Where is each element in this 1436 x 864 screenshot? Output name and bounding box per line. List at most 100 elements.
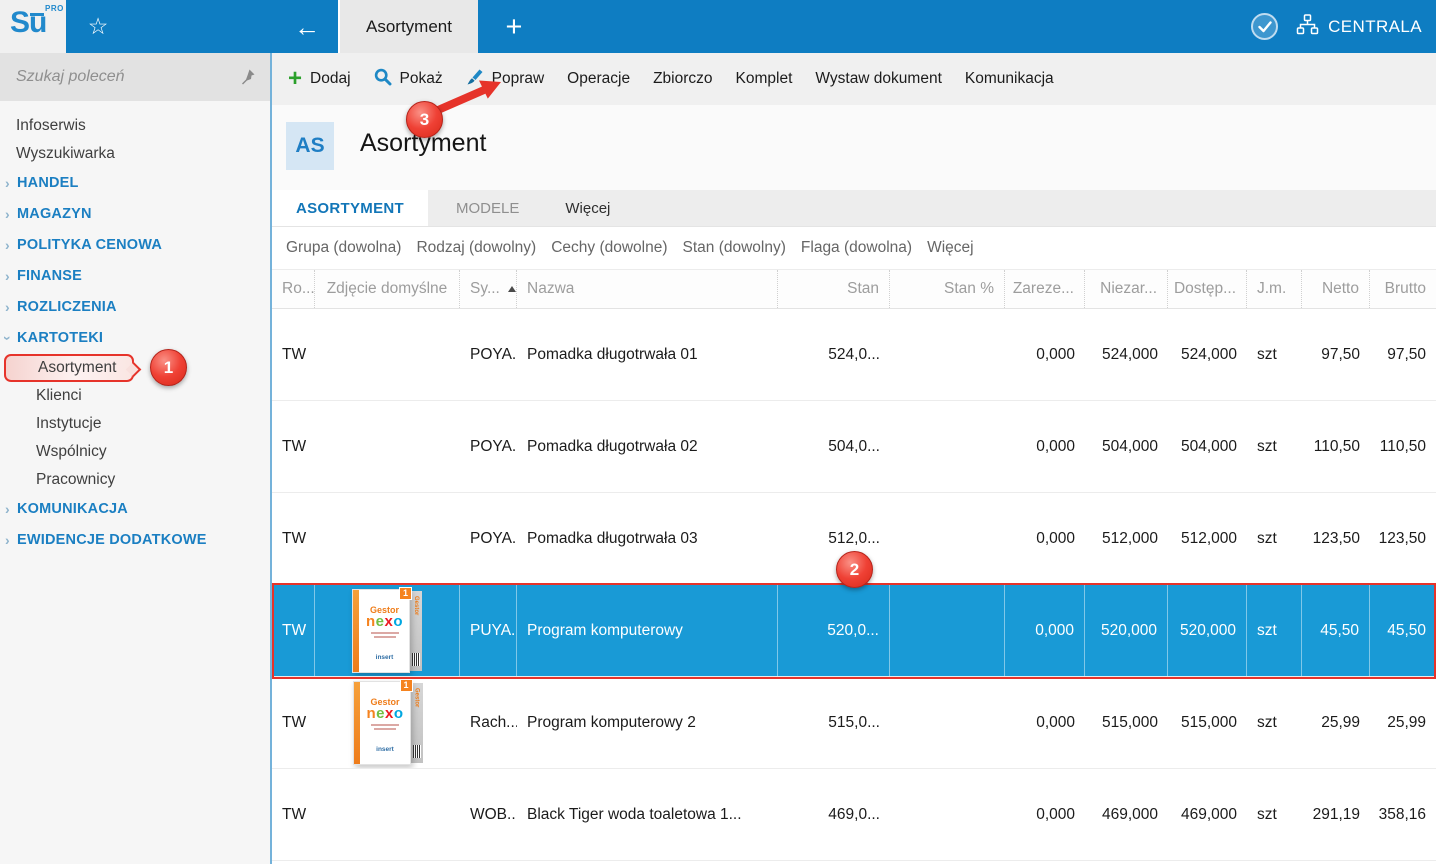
cell-value: szt <box>1257 713 1277 731</box>
sidebar-item-wyszukiwarka[interactable]: Wyszukiwarka <box>0 140 270 168</box>
cell-brutto: 97,50 <box>1370 309 1436 400</box>
app-logo[interactable]: Su PRO <box>0 0 66 53</box>
toolbar-button-zbiorczo[interactable]: Zbiorczo <box>653 70 712 88</box>
cell-value: 0,000 <box>1036 529 1075 547</box>
back-arrow-icon[interactable]: ← <box>294 11 320 42</box>
sidebar-item-wspolnicy[interactable]: Wspólnicy <box>0 438 270 466</box>
tab-modele[interactable]: MODELE <box>428 190 547 226</box>
cell-value: 0,000 <box>1035 621 1074 639</box>
column-header-label: Netto <box>1321 280 1359 297</box>
cell-value: 515,000 <box>1101 713 1158 731</box>
annotation-step-1: 1 <box>150 349 187 386</box>
filter-grupa-dowolna[interactable]: Grupa (dowolna) <box>286 239 402 256</box>
org-chart-icon <box>1296 13 1319 40</box>
tab-wiecej[interactable]: Więcej <box>547 190 628 226</box>
cell-value: szt <box>1257 437 1277 455</box>
barcode <box>412 744 421 758</box>
cell-stan_pct <box>890 677 1005 768</box>
table-row-pomadka-d-ugotrwa-a-01[interactable]: TW POYA... Pomadka długotrwała 01 524,0... 0… <box>272 309 1436 401</box>
column-header-niezar[interactable]: Niezar... <box>1085 270 1168 308</box>
main-content: + Dodaj Pokaż Popraw Operacje Zbiorczo Komplet… <box>270 53 1436 864</box>
cell-brutto: 358,16 <box>1370 769 1436 860</box>
toolbar-button-pokaz[interactable]: Pokaż <box>374 68 443 91</box>
cell-symbol: Rach... <box>460 677 517 768</box>
sidebar-item-infoserwis[interactable]: Infoserwis <box>0 112 270 140</box>
filter-wiecej[interactable]: Więcej <box>927 239 974 256</box>
sidebar-item-polityka-cenowa[interactable]: › POLITYKA CENOWA <box>0 230 270 261</box>
new-tab-button[interactable]: + <box>505 10 523 43</box>
column-header-zarez[interactable]: Zareze... <box>1005 270 1085 308</box>
command-search-input[interactable] <box>16 68 238 86</box>
column-header-name[interactable]: Nazwa <box>517 270 778 308</box>
cell-brutto: 123,50 <box>1370 493 1436 584</box>
tab-strip: ASORTYMENT MODELE Więcej <box>272 190 1436 227</box>
sidebar-item-finanse[interactable]: › FINANSE <box>0 261 270 292</box>
cell-symbol: POYA... <box>460 493 517 584</box>
cell-value: 524,000 <box>1180 345 1237 363</box>
sidebar-item-magazyn[interactable]: › MAGAZYN <box>0 199 270 230</box>
toolbar-button-komplet[interactable]: Komplet <box>736 70 793 88</box>
sidebar-item-label: HANDEL <box>17 175 79 191</box>
toolbar-button-komunikacja[interactable]: Komunikacja <box>965 70 1054 88</box>
toolbar-button-label: Popraw <box>491 70 545 87</box>
filter-cechy-dowolne[interactable]: Cechy (dowolne) <box>551 239 668 256</box>
tab-asortyment[interactable]: ASORTYMENT <box>272 190 428 226</box>
sidebar-item-klienci[interactable]: Klienci <box>0 382 270 410</box>
sidebar-item-label: Asortyment <box>38 359 117 376</box>
column-header-symbol[interactable]: Sy... <box>460 270 517 308</box>
column-header-stan[interactable]: Stan <box>778 270 890 308</box>
sidebar-item-rozliczenia[interactable]: › ROZLICZENIA <box>0 292 270 323</box>
table-row-program-komputerowy[interactable]: TWGestornexoinsert1GestorPUYA...Program … <box>272 585 1436 677</box>
sidebar-item-ewidencje-dodatkowe[interactable]: › EWIDENCJE DODATKOWE <box>0 525 270 556</box>
box-product-name: nexo <box>366 704 404 722</box>
sidebar-item-handel[interactable]: › HANDEL <box>0 168 270 199</box>
favorites-star-icon[interactable]: ☆ <box>87 13 109 39</box>
sidebar-item-label: Pracownicy <box>36 471 116 488</box>
sidebar-item-pracownicy[interactable]: Pracownicy <box>0 466 270 494</box>
tab-asortyment-window[interactable]: Asortyment <box>338 0 478 53</box>
branch-selector[interactable]: CENTRALA <box>1296 13 1422 40</box>
toolbar-button-wystaw-dokument[interactable]: Wystaw dokument <box>815 70 942 88</box>
column-header-jm[interactable]: J.m. <box>1247 270 1302 308</box>
column-header-rodzaj[interactable]: Ro... <box>272 270 315 308</box>
table-row-program-komputerowy-2[interactable]: TW Gestor nexo insert 1 Gestor Rach... Program … <box>272 677 1436 769</box>
column-header-dostep[interactable]: Dostęp... <box>1168 270 1247 308</box>
pin-icon[interactable] <box>238 68 256 86</box>
cell-rodzaj: TW <box>272 493 315 584</box>
toolbar-button-operacje[interactable]: Operacje <box>567 70 630 88</box>
cell-stan_pct <box>890 585 1005 676</box>
sidebar-item-komunikacja[interactable]: › KOMUNIKACJA <box>0 494 270 525</box>
column-header-photo[interactable]: Zdjęcie domyślne <box>315 270 460 308</box>
cell-value: PUYA... <box>470 621 516 639</box>
column-header-netto[interactable]: Netto <box>1302 270 1370 308</box>
table-header: Ro... Zdjęcie domyślne Sy... Nazwa Stan Stan … <box>272 269 1436 309</box>
table-row-pomadka-d-ugotrwa-a-02[interactable]: TW POYA... Pomadka długotrwała 02 504,0... 0… <box>272 401 1436 493</box>
column-header-stan_pct[interactable]: Stan % <box>890 270 1005 308</box>
status-check-icon[interactable] <box>1251 13 1279 40</box>
cell-symbol: POYA... <box>460 309 517 400</box>
filter-stan-dowolny[interactable]: Stan (dowolny) <box>682 239 786 256</box>
sidebar-item-label: EWIDENCJE DODATKOWE <box>17 532 207 548</box>
filter-flaga-dowolna[interactable]: Flaga (dowolna) <box>800 239 913 256</box>
sidebar-item-asortyment[interactable]: Asortyment <box>4 354 134 382</box>
cell-photo <box>315 493 460 584</box>
logo-bar <box>30 13 44 16</box>
toolbar-button-label: Wystaw dokument <box>815 70 942 87</box>
column-header-label: J.m. <box>1257 280 1287 297</box>
box-spine <box>353 681 360 764</box>
cell-value: 469,0... <box>828 805 880 823</box>
tab-label: Więcej <box>565 199 611 217</box>
filter-rodzaj-dowolny[interactable]: Rodzaj (dowolny) <box>416 239 537 256</box>
toolbar-button-dodaj[interactable]: + Dodaj <box>288 67 351 91</box>
cell-value: TW <box>282 713 307 731</box>
sidebar-item-instytucje[interactable]: Instytucje <box>0 410 270 438</box>
table-row-black-tiger-woda-toaletowa-1[interactable]: TW WOB... Black Tiger woda toaletowa 1... 4… <box>272 769 1436 861</box>
column-header-brutto[interactable]: Brutto <box>1370 270 1436 308</box>
column-header-label: Niezar... <box>1100 280 1157 297</box>
sidebar-item-kartoteki[interactable]: › KARTOTEKI <box>0 323 270 354</box>
toolbar-button-popraw[interactable]: Popraw <box>466 68 545 91</box>
cell-value: 524,000 <box>1101 345 1158 363</box>
cell-value: Pomadka długotrwała 03 <box>527 529 698 547</box>
box-spine <box>353 589 359 672</box>
cell-netto: 45,50 <box>1302 585 1370 676</box>
